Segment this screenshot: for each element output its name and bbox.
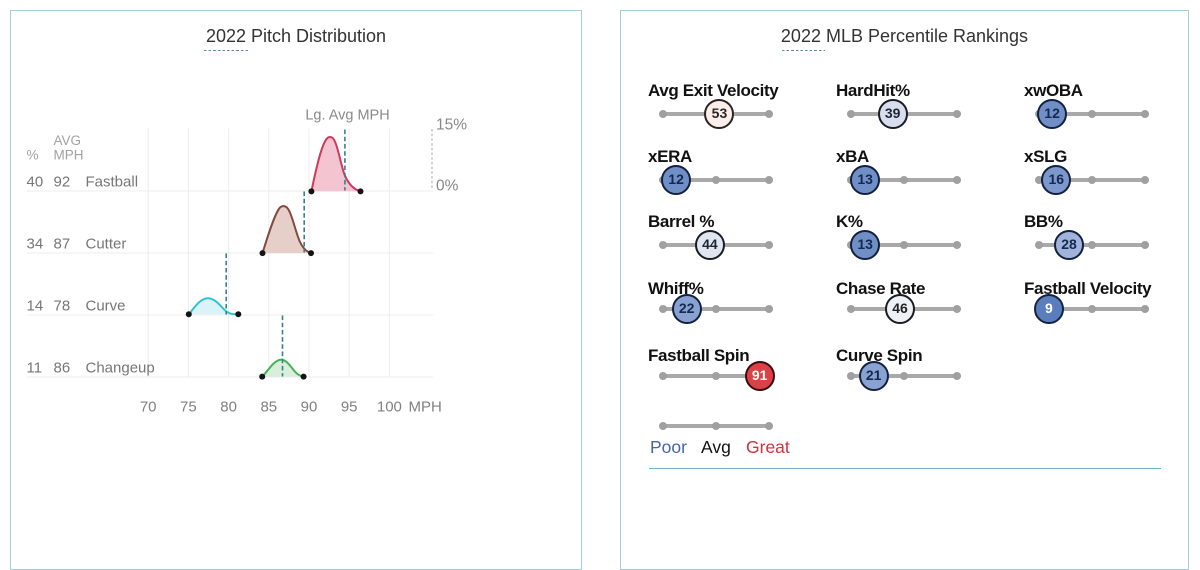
svg-text:90: 90 [301, 399, 318, 416]
svg-text:11: 11 [27, 360, 43, 377]
svg-text:78: 78 [54, 298, 71, 315]
svg-text:%: % [27, 148, 39, 163]
svg-text:87: 87 [54, 236, 71, 253]
svg-text:85: 85 [260, 399, 277, 416]
svg-text:34: 34 [27, 236, 44, 253]
svg-text:AVG: AVG [54, 133, 82, 148]
svg-text:80: 80 [220, 399, 237, 416]
svg-text:95: 95 [341, 399, 358, 416]
svg-text:0%: 0% [436, 178, 459, 195]
svg-text:75: 75 [180, 399, 197, 416]
svg-text:Fastball: Fastball [86, 174, 139, 191]
svg-text:Curve: Curve [86, 298, 126, 315]
svg-text:15%: 15% [436, 117, 467, 134]
svg-text:86: 86 [54, 360, 71, 377]
svg-text:92: 92 [54, 174, 71, 191]
svg-text:70: 70 [140, 399, 157, 416]
svg-text:MPH: MPH [54, 148, 84, 163]
svg-text:MPH: MPH [409, 399, 442, 416]
svg-text:Lg. Avg MPH: Lg. Avg MPH [305, 108, 389, 124]
svg-text:100: 100 [377, 399, 402, 416]
svg-text:14: 14 [27, 298, 44, 315]
svg-text:Changeup: Changeup [86, 360, 155, 377]
svg-text:Cutter: Cutter [86, 236, 127, 253]
svg-text:40: 40 [27, 174, 44, 191]
